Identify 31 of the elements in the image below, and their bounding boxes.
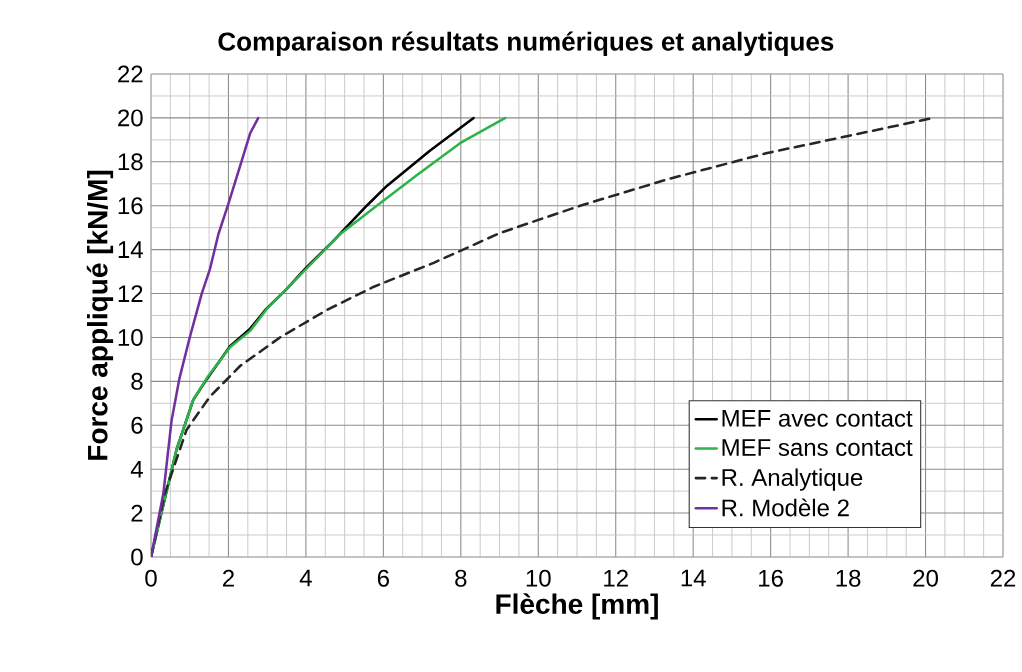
- y-tick-label: 10: [118, 328, 143, 346]
- x-tick-label: 0: [145, 569, 157, 587]
- legend-label: MEF avec contact: [722, 410, 913, 427]
- y-axis-title: Force appliqué [kN/M]: [86, 170, 114, 460]
- x-tick-label: 16: [759, 569, 783, 587]
- x-tick-label: 18: [836, 569, 861, 587]
- y-tick-label: 22: [118, 65, 143, 83]
- x-tick-label: 14: [681, 569, 706, 587]
- y-tick-label: 8: [131, 372, 143, 390]
- x-tick-label: 8: [455, 569, 467, 587]
- y-tick-label: 18: [118, 153, 143, 171]
- x-tick-label: 12: [604, 569, 628, 587]
- y-tick-label: 12: [118, 285, 143, 302]
- x-axis-title: Flèche [mm]: [496, 593, 658, 620]
- chart-title: Comparaison résultats numériques et analytiques: [218, 31, 834, 56]
- y-tick-label: 14: [118, 241, 143, 258]
- y-tick-label: 6: [131, 416, 143, 434]
- y-tick-label: 0: [131, 548, 143, 566]
- x-tick-label: 2: [223, 569, 234, 587]
- y-tick-label: 4: [130, 460, 143, 478]
- x-tick-label: 10: [526, 569, 551, 587]
- x-tick-label: 6: [377, 569, 389, 587]
- legend-label: R. Modèle 2: [722, 498, 849, 517]
- x-tick-label: 22: [990, 569, 1016, 587]
- y-tick-label: 20: [118, 109, 143, 127]
- legend-label: MEF sans contact: [722, 439, 913, 456]
- legend-label: R. Analytique: [722, 468, 863, 491]
- y-tick-label: 16: [118, 197, 143, 215]
- y-tick-label: 2: [131, 504, 143, 522]
- x-tick-label: 20: [913, 569, 938, 587]
- x-tick-label: 4: [299, 569, 312, 587]
